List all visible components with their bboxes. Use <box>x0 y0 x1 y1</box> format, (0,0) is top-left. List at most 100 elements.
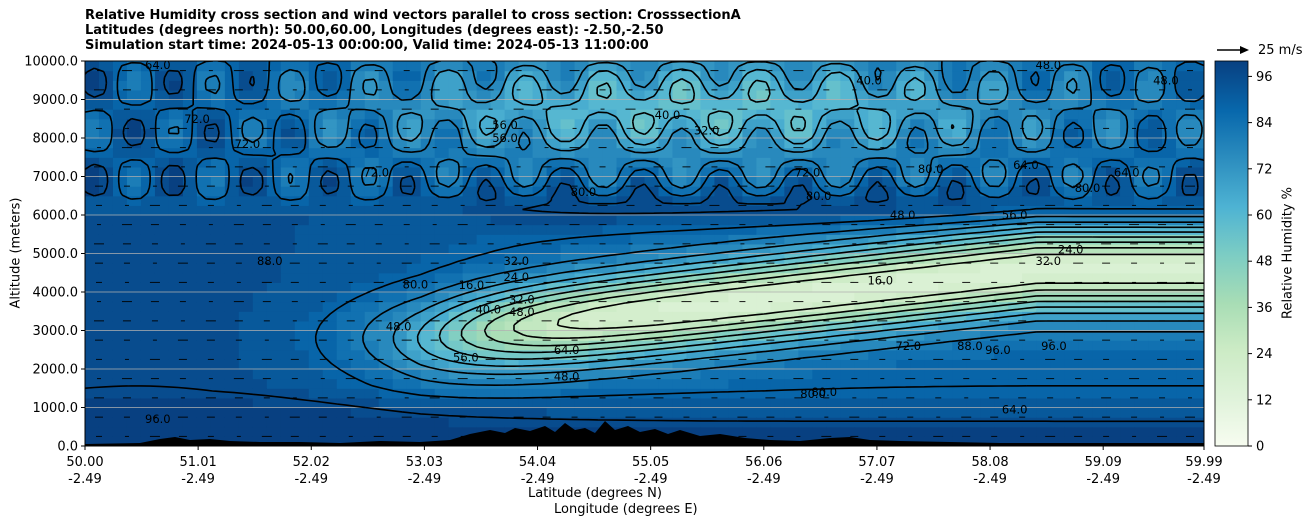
rh-cell <box>1078 426 1093 437</box>
rh-cell <box>644 224 660 235</box>
chart-title: Relative Humidity cross section and wind… <box>85 8 741 53</box>
rh-cell <box>140 157 156 168</box>
rh-cell <box>462 166 478 178</box>
rh-cell <box>770 195 785 206</box>
rh-cell <box>1064 340 1079 351</box>
rh-cell <box>1078 138 1093 149</box>
rh-cell <box>252 224 268 235</box>
rh-cell <box>644 282 660 293</box>
rh-cell <box>812 407 827 418</box>
rh-cell <box>210 417 226 428</box>
rh-cell <box>434 388 450 399</box>
rh-cell <box>1106 349 1121 360</box>
rh-cell <box>1134 359 1149 370</box>
rh-cell <box>434 186 450 197</box>
rh-cell <box>560 378 576 389</box>
rh-cell <box>868 292 883 303</box>
rh-cell <box>714 186 730 197</box>
rh-cell <box>266 61 282 72</box>
rh-cell <box>616 234 632 245</box>
rh-cell <box>476 224 492 235</box>
rh-cell <box>756 359 771 370</box>
rh-cell <box>1148 128 1163 139</box>
rh-cell <box>280 378 296 389</box>
rh-cell <box>882 128 897 139</box>
rh-cell <box>112 388 128 399</box>
rh-cell <box>308 215 324 226</box>
rh-cell <box>504 80 520 91</box>
rh-cell <box>840 147 855 158</box>
rh-cell <box>182 282 198 293</box>
rh-cell <box>294 176 310 187</box>
rh-cell <box>728 109 744 120</box>
rh-cell <box>994 311 1009 322</box>
rh-cell <box>560 417 576 428</box>
rh-cell <box>462 234 478 245</box>
rh-cell <box>546 147 562 158</box>
rh-cell <box>588 70 604 81</box>
rh-cell <box>210 215 226 226</box>
rh-cell <box>910 378 925 389</box>
rh-cell <box>350 118 366 129</box>
rh-cell <box>308 349 324 360</box>
rh-cell <box>1036 109 1051 120</box>
rh-cell <box>1022 359 1037 370</box>
rh-cell <box>896 417 911 428</box>
rh-cell <box>98 417 114 428</box>
rh-cell <box>938 243 953 255</box>
rh-cell <box>308 205 324 216</box>
rh-cell <box>252 378 268 389</box>
rh-cell <box>1022 301 1037 312</box>
rh-cell <box>1050 388 1065 399</box>
rh-cell <box>756 157 771 168</box>
rh-cell <box>1064 311 1079 322</box>
rh-cell <box>504 118 520 129</box>
rh-cell <box>1176 234 1191 245</box>
rh-cell <box>308 61 324 72</box>
rh-cell <box>1148 388 1163 399</box>
rh-cell <box>350 61 366 72</box>
rh-cell <box>952 436 967 446</box>
rh-cell <box>1148 292 1163 303</box>
rh-cell <box>1022 369 1037 380</box>
rh-cell <box>364 330 380 341</box>
rh-cell <box>336 205 352 216</box>
rh-cell <box>168 89 184 101</box>
contour-label: 32.0 <box>694 123 720 137</box>
rh-cell <box>476 417 492 428</box>
rh-cell <box>112 349 128 360</box>
rh-cell <box>1120 320 1135 332</box>
rh-cell <box>602 195 618 206</box>
rh-cell <box>644 311 660 322</box>
rh-cell <box>616 118 632 129</box>
rh-cell <box>854 340 869 351</box>
rh-cell <box>154 195 170 206</box>
rh-cell <box>1064 417 1079 428</box>
rh-cell <box>854 138 869 149</box>
rh-cell <box>854 349 869 360</box>
rh-cell <box>462 263 478 274</box>
rh-cell <box>350 147 366 158</box>
rh-cell <box>798 417 813 428</box>
rh-cell <box>322 349 338 360</box>
rh-cell <box>294 340 310 351</box>
rh-cell <box>882 311 897 322</box>
rh-cell <box>434 272 450 283</box>
rh-cell <box>1036 378 1051 389</box>
rh-cell <box>434 118 450 129</box>
rh-cell <box>686 70 702 81</box>
rh-cell <box>294 147 310 158</box>
rh-cell <box>1050 215 1065 226</box>
rh-cell <box>350 272 366 283</box>
rh-cell <box>1036 157 1051 168</box>
rh-cell <box>742 99 757 110</box>
rh-cell <box>770 89 785 101</box>
rh-cell <box>812 388 827 399</box>
rh-cell <box>616 243 632 255</box>
rh-cell <box>196 330 212 341</box>
rh-cell <box>1092 186 1107 197</box>
rh-cell <box>126 215 142 226</box>
rh-cell <box>966 263 981 274</box>
rh-cell <box>364 417 380 428</box>
rh-cell <box>252 128 268 139</box>
